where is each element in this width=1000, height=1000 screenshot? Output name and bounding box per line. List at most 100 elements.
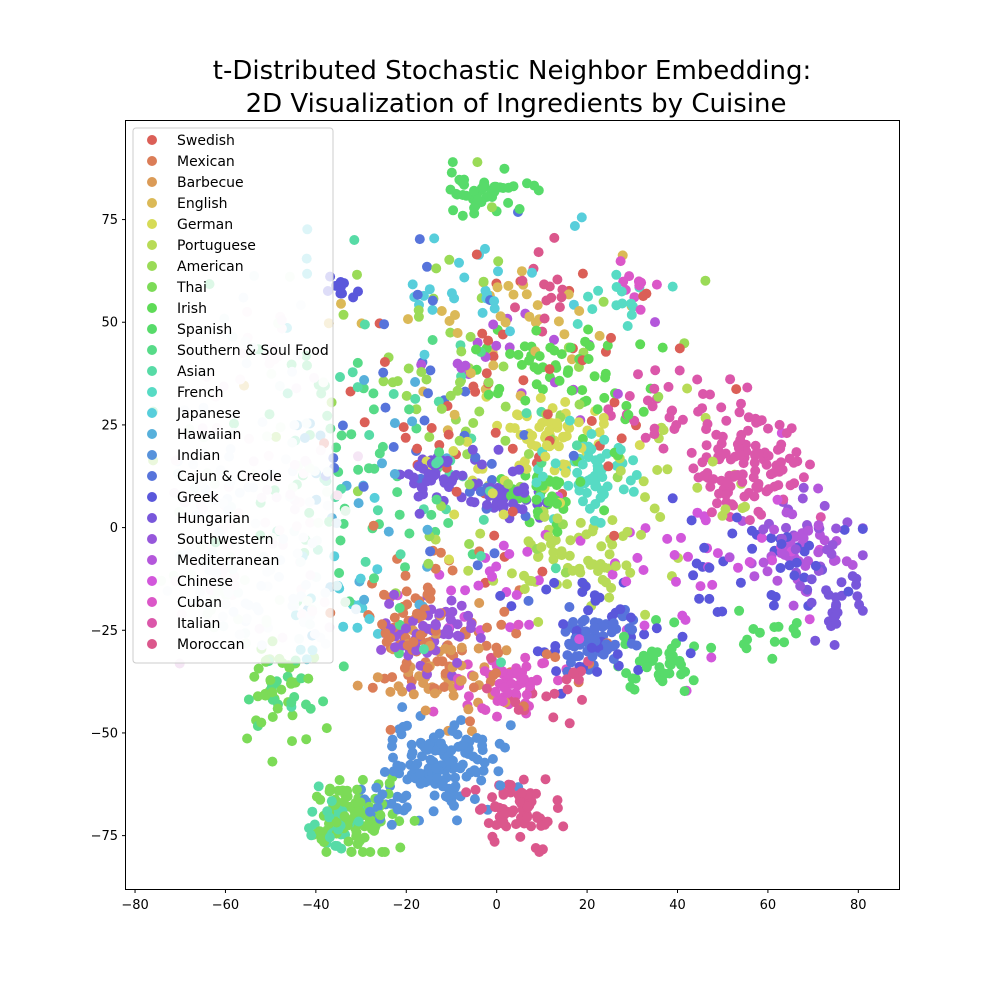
data-point-italian bbox=[788, 457, 799, 468]
data-point-irish bbox=[545, 342, 556, 353]
legend-label: Thai bbox=[176, 280, 207, 296]
data-point-italian bbox=[697, 457, 708, 468]
data-point-mediterranean bbox=[813, 547, 824, 558]
legend-marker bbox=[147, 618, 157, 628]
data-point-hungarian bbox=[443, 482, 454, 493]
data-point-german bbox=[449, 509, 460, 520]
data-point-moroccan bbox=[511, 819, 521, 830]
data-point-italian bbox=[744, 515, 755, 526]
data-point-spanish bbox=[469, 208, 480, 219]
data-point-moroccan bbox=[483, 818, 494, 829]
data-point-hawaiian bbox=[359, 594, 370, 605]
data-point-swedish bbox=[400, 432, 411, 443]
data-point-italian bbox=[693, 406, 704, 417]
data-point-portuguese bbox=[552, 513, 563, 524]
data-point-spanish bbox=[446, 167, 457, 178]
data-point-irish bbox=[589, 371, 600, 382]
data-point-mexican bbox=[387, 672, 398, 683]
data-point-greek bbox=[550, 641, 561, 651]
data-point-irish bbox=[592, 404, 603, 415]
data-point-portuguese bbox=[597, 574, 608, 585]
data-point-italian bbox=[761, 459, 772, 470]
data-point-italian bbox=[642, 395, 653, 406]
y-tick-label: 50 bbox=[101, 316, 118, 331]
data-point-chinese bbox=[639, 620, 650, 631]
data-point-english bbox=[559, 329, 570, 340]
data-point-french bbox=[599, 434, 610, 445]
data-point-german bbox=[527, 430, 538, 441]
data-point-portuguese bbox=[565, 535, 576, 546]
data-point-portuguese bbox=[621, 560, 632, 571]
data-point-swedish bbox=[507, 506, 518, 517]
data-point-mediterranean bbox=[749, 571, 760, 582]
data-point-japanese bbox=[369, 492, 380, 503]
data-point-asian bbox=[352, 382, 363, 393]
data-point-english bbox=[508, 289, 519, 300]
data-point-indian bbox=[425, 754, 436, 765]
data-point-english bbox=[488, 360, 499, 371]
data-point-portuguese bbox=[575, 567, 586, 578]
data-point-moroccan bbox=[510, 302, 520, 313]
data-point-irish bbox=[583, 324, 594, 335]
data-point-moroccan bbox=[549, 688, 560, 699]
data-point-cajun-creole bbox=[587, 651, 598, 662]
pale-data-point bbox=[331, 518, 342, 529]
data-point-moroccan bbox=[549, 232, 560, 243]
data-point-english bbox=[403, 314, 413, 325]
data-point-mediterranean bbox=[769, 524, 780, 535]
data-point-spanish bbox=[741, 643, 752, 654]
data-point-southern-soul-food bbox=[346, 429, 357, 440]
legend-marker bbox=[147, 555, 157, 565]
data-point-spanish bbox=[769, 622, 780, 633]
data-point-portuguese bbox=[581, 529, 592, 540]
data-point-cajun-creole bbox=[626, 638, 637, 649]
data-point-barbecue bbox=[446, 644, 457, 655]
data-point-portuguese bbox=[649, 503, 660, 514]
data-point-southern-soul-food bbox=[352, 357, 363, 368]
data-point-thai bbox=[321, 847, 332, 857]
data-point-irish bbox=[599, 505, 610, 516]
pale-data-point bbox=[340, 505, 351, 516]
data-point-portuguese bbox=[588, 559, 599, 570]
data-point-southern-soul-food bbox=[335, 535, 346, 546]
data-point-indian bbox=[415, 768, 426, 779]
data-point-southern-soul-food bbox=[426, 509, 437, 520]
data-point-asian bbox=[360, 556, 371, 567]
data-point-mediterranean bbox=[488, 319, 499, 330]
data-point-asian bbox=[307, 806, 318, 817]
data-point-greek bbox=[699, 542, 710, 553]
data-point-greek bbox=[735, 577, 746, 588]
data-point-cajun-creole bbox=[470, 452, 481, 463]
data-point-southern-soul-food bbox=[427, 335, 438, 345]
data-point-hungarian bbox=[507, 466, 518, 477]
data-point-french bbox=[586, 444, 597, 455]
data-point-moroccan bbox=[516, 787, 527, 798]
x-tick-label: 40 bbox=[669, 898, 686, 913]
data-point-southwestern bbox=[411, 645, 422, 656]
data-point-southwestern bbox=[418, 620, 428, 631]
data-point-moroccan bbox=[561, 674, 572, 685]
legend-marker bbox=[147, 135, 157, 145]
data-point-chinese bbox=[533, 575, 544, 586]
data-point-mediterranean bbox=[762, 566, 773, 577]
data-point-spanish bbox=[522, 178, 532, 189]
data-point-moroccan bbox=[503, 779, 514, 790]
data-point-cajun-creole bbox=[568, 450, 579, 461]
data-point-southwestern bbox=[790, 544, 801, 555]
data-point-american bbox=[503, 479, 514, 489]
data-point-chinese bbox=[484, 566, 495, 577]
scatter-points bbox=[148, 157, 868, 857]
data-point-southern-soul-food bbox=[318, 696, 329, 707]
data-point-italian bbox=[749, 457, 760, 468]
data-point-chinese bbox=[669, 550, 680, 560]
data-point-french bbox=[615, 444, 626, 455]
data-point-chinese bbox=[699, 511, 710, 522]
data-point-spanish bbox=[629, 684, 640, 695]
data-point-indian bbox=[469, 794, 480, 805]
data-point-american bbox=[523, 449, 534, 459]
data-point-spanish bbox=[514, 204, 525, 214]
data-point-greek bbox=[766, 533, 777, 544]
data-point-swedish bbox=[609, 530, 620, 541]
data-point-chinese bbox=[707, 579, 718, 590]
data-point-southern-soul-food bbox=[353, 464, 364, 475]
